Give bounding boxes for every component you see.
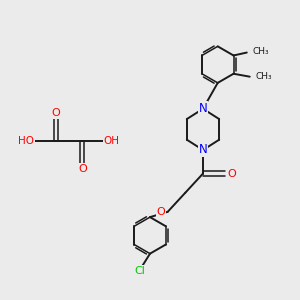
Text: N: N: [199, 143, 207, 157]
Text: CH₃: CH₃: [255, 72, 272, 81]
Text: N: N: [199, 102, 207, 115]
Text: Cl: Cl: [134, 266, 145, 276]
Text: HO: HO: [18, 136, 34, 146]
Text: O: O: [78, 164, 87, 174]
Text: O: O: [227, 169, 236, 178]
Text: OH: OH: [104, 136, 120, 146]
Text: CH₃: CH₃: [253, 46, 269, 56]
Text: O: O: [157, 207, 165, 217]
Text: O: O: [51, 108, 60, 118]
